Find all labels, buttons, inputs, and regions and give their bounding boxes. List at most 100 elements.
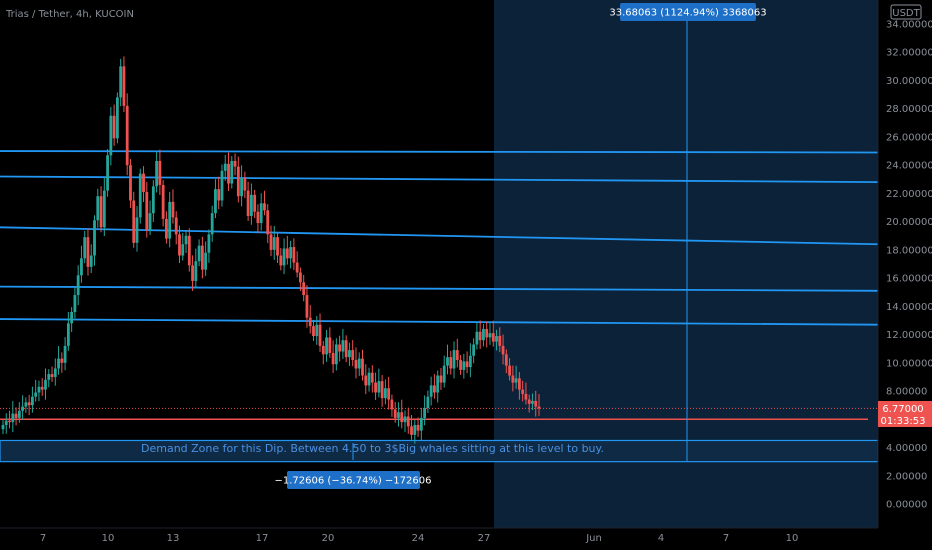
- symbol-title: Trias / Tether, 4h, KUCOIN: [5, 9, 134, 20]
- candle-body: [145, 192, 149, 231]
- x-tick-label: 13: [167, 533, 180, 544]
- candle-body: [357, 358, 361, 369]
- candle-body: [462, 361, 466, 370]
- candle-body: [132, 200, 136, 243]
- candle-body: [184, 235, 188, 245]
- y-tick-label: 28.00000: [886, 104, 932, 115]
- candle-body: [272, 237, 276, 250]
- candle-body: [253, 194, 257, 212]
- resistance-line[interactable]: [0, 318, 879, 326]
- candle-body: [194, 261, 198, 281]
- candle-body: [452, 350, 456, 369]
- x-tick-label: Jun: [585, 533, 602, 544]
- candle-body: [158, 160, 162, 185]
- x-tick-label: 10: [786, 533, 799, 544]
- candle-body: [449, 357, 453, 369]
- candle-body: [174, 217, 178, 235]
- candle-body: [282, 248, 286, 266]
- candle-body: [328, 337, 332, 353]
- candle-body: [299, 272, 302, 283]
- resistance-line[interactable]: [0, 285, 879, 292]
- y-tick-label: 16.00000: [886, 274, 932, 285]
- x-tick-label: 7: [723, 533, 729, 544]
- candle-body: [148, 213, 152, 231]
- candle-body: [73, 295, 77, 312]
- candle-body: [17, 410, 21, 418]
- candle-body: [348, 350, 351, 358]
- currency-badge-box[interactable]: [890, 4, 922, 20]
- candle-body: [27, 402, 31, 406]
- y-tick-label: 18.00000: [886, 245, 932, 256]
- drop-label-box: [287, 471, 420, 489]
- candle-body: [351, 350, 355, 360]
- last-price-box: [878, 401, 932, 427]
- candle-body: [263, 203, 266, 211]
- candle-body: [259, 203, 263, 224]
- y-tick-label: 8.00000: [886, 387, 927, 398]
- candle-body: [380, 381, 384, 399]
- candle-body: [14, 413, 18, 418]
- candle-body: [403, 416, 407, 423]
- candle-body: [364, 375, 368, 386]
- candle-body: [439, 375, 443, 383]
- candle-body: [465, 361, 469, 368]
- price-axis[interactable]: [878, 0, 932, 550]
- resistance-line[interactable]: [0, 175, 879, 184]
- candle-body: [125, 105, 129, 166]
- countdown-label: 01:33:53: [881, 416, 926, 427]
- candle-body: [66, 323, 70, 346]
- time-axis[interactable]: [0, 528, 878, 550]
- candle-body: [236, 166, 240, 197]
- candle-body: [155, 160, 159, 187]
- candle-body: [249, 194, 253, 216]
- x-tick-label: 20: [322, 533, 335, 544]
- currency-badge[interactable]: USDT: [892, 8, 920, 19]
- candle-body: [478, 331, 482, 341]
- candle-body: [4, 420, 8, 425]
- candle-body: [292, 247, 296, 263]
- demand-zone-text: Demand Zone for this Dip. Between 4.50 t…: [141, 442, 604, 455]
- candle-body: [383, 388, 387, 399]
- candle-body: [135, 217, 139, 243]
- candle-body: [21, 406, 25, 411]
- candle-body: [76, 275, 80, 296]
- y-tick-label: 26.00000: [886, 132, 932, 143]
- candle-body: [31, 396, 34, 406]
- candle-body: [207, 234, 211, 253]
- candle-body: [433, 385, 436, 393]
- candle-body: [256, 211, 260, 224]
- candle-body: [305, 295, 309, 318]
- candle-body: [217, 189, 221, 201]
- candle-body: [210, 213, 214, 235]
- candle-body: [390, 399, 394, 410]
- candle-body: [57, 358, 60, 369]
- candle-body: [266, 210, 270, 235]
- candle-body: [393, 409, 397, 418]
- candle-body: [491, 333, 495, 342]
- candle-body: [508, 365, 511, 376]
- candle-body: [370, 372, 374, 383]
- candle-body: [106, 155, 109, 191]
- candle-body: [178, 234, 181, 256]
- candle-body: [426, 396, 430, 408]
- candle-body: [361, 358, 364, 376]
- candle-body: [410, 426, 413, 435]
- candle-body: [181, 244, 185, 256]
- candle-body: [102, 190, 106, 228]
- resistance-line[interactable]: [0, 150, 879, 154]
- candle-body: [514, 378, 518, 383]
- candle-body: [230, 160, 234, 184]
- y-tick-label: 2.00000: [886, 471, 927, 482]
- drop-label: −1.72606 (−36.74%) −172606: [275, 476, 432, 487]
- candle-body: [187, 235, 191, 266]
- candle-body: [495, 336, 498, 342]
- candle-body: [482, 328, 485, 341]
- candle-body: [475, 331, 479, 345]
- candle-body: [269, 234, 273, 250]
- y-tick-label: 10.00000: [886, 358, 932, 369]
- y-tick-label: 20.00000: [886, 217, 932, 228]
- candle-body: [70, 312, 74, 324]
- candle-body: [83, 237, 87, 259]
- candle-body: [377, 381, 381, 393]
